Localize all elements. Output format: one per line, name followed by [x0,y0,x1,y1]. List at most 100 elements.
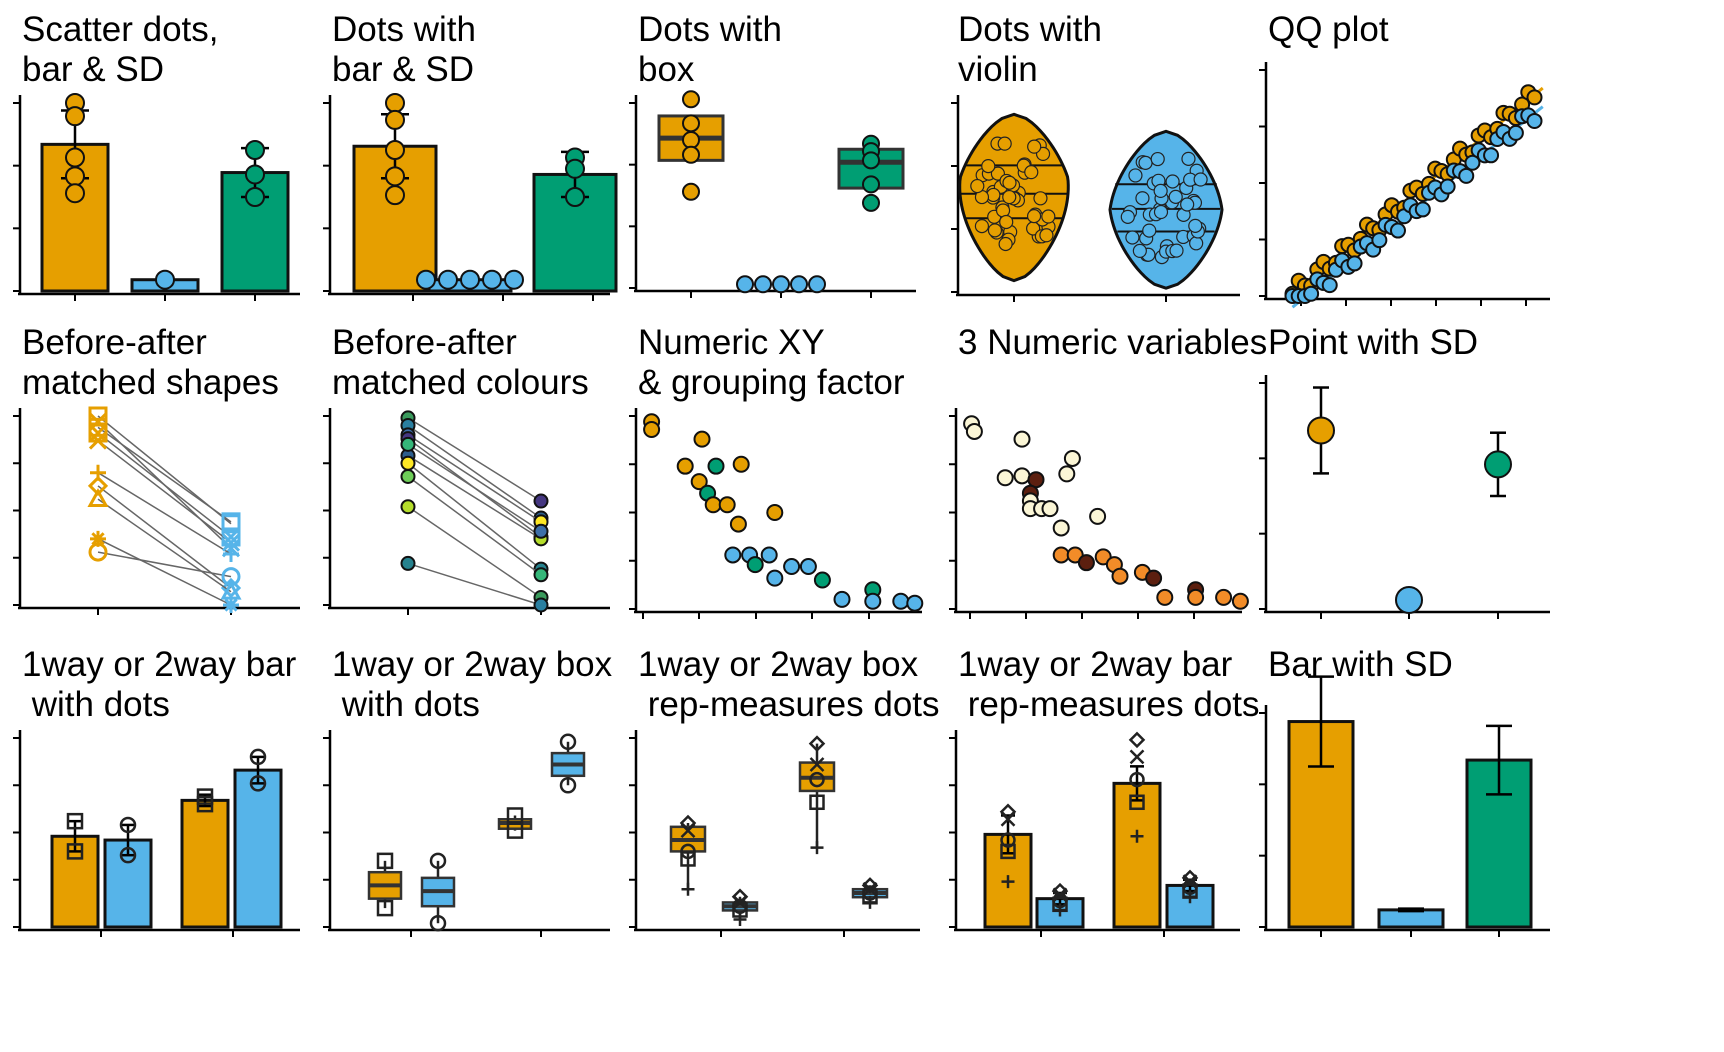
data-point [400,436,416,452]
x-marker [809,757,825,772]
data-point [707,457,725,475]
asterisk-marker [90,530,106,547]
data-point [1346,255,1363,272]
data-point [385,166,405,187]
data-point [65,106,85,127]
data-point [986,187,1001,203]
data-point [385,140,405,160]
plus-marker [863,895,877,909]
data-point [1507,124,1524,141]
mean-point [1484,450,1512,479]
pair-line [407,455,542,540]
chart-canvas [629,408,924,619]
square-marker [809,794,825,811]
data-point [533,597,549,613]
data-point [65,183,85,204]
data-point [1033,191,1048,206]
data-point [1153,204,1169,220]
chart-canvas [13,93,300,301]
square-marker [376,852,394,870]
chart-panel: Bar with SD [1246,635,1590,986]
data-point [833,590,851,608]
chart-panel: QQ plot [1246,0,1590,351]
data-point [1041,500,1059,518]
circle-marker [559,777,577,794]
data-point [729,515,747,533]
data-point [1187,588,1205,606]
data-point [690,473,708,491]
plus-marker [1001,875,1015,889]
pair-line [407,475,542,576]
chart-panel: 1way or 2way box with dots [310,635,654,986]
bar [233,768,283,929]
data-point [1188,218,1203,233]
data-point [1193,172,1208,187]
data-point [808,275,826,294]
data-point [693,430,711,448]
data-point [533,523,549,539]
data-point [996,469,1014,487]
data-point [862,193,880,212]
data-point [533,567,549,583]
data-point [565,187,585,207]
data-point [245,140,265,160]
data-point [460,269,480,290]
pair-line [97,538,232,606]
data-point [1125,230,1140,245]
data-point [987,223,1003,238]
plus-marker [1183,890,1197,904]
data-point [1150,151,1165,167]
data-point [1153,183,1168,199]
square-marker [66,812,84,830]
data-point [676,457,694,475]
data-point [1013,467,1031,485]
pair-line [97,498,232,593]
data-point [790,275,808,294]
chart-title: Dots with violin [958,10,1102,89]
data-point [718,496,736,514]
pair-line [97,439,232,544]
circle-marker [429,914,447,932]
data-point [1138,155,1153,170]
bar [1377,908,1445,929]
data-point [1077,554,1095,572]
data-point [766,504,784,521]
square-marker [66,843,84,860]
chart-title: 1way or 2way box rep-measures dots [638,645,940,724]
data-point [783,558,801,576]
data-point [1215,588,1233,606]
data-point [482,269,502,290]
chart-canvas [323,408,610,615]
pair-line [407,506,542,599]
chart-canvas [629,730,920,937]
data-point [1321,277,1338,294]
chart-panel: Point with SD [1246,313,1590,664]
chart-title: Bar with SD [1268,645,1453,684]
chart-title: Scatter dots, bar & SD [22,10,219,89]
triangle-marker [87,488,109,508]
square-marker [1129,794,1145,811]
pair-line [407,417,542,502]
data-point [1165,174,1180,189]
circle-marker [1000,832,1016,848]
data-point [504,269,524,290]
circle-marker [1129,771,1145,788]
chart-title: Dots with bar & SD [332,10,476,89]
square-x-lines [221,527,241,547]
data-point [245,187,265,207]
data-point [245,164,265,185]
data-point [682,182,700,201]
bar [220,171,290,293]
data-point [736,275,754,294]
data-point [1414,201,1431,218]
data-point [682,131,700,149]
data-point [1303,285,1320,302]
data-point [1058,465,1076,483]
data-point [682,114,700,133]
diamond-marker [1128,731,1146,749]
chart-title: Dots with box [638,10,782,89]
plus-marker [1053,903,1067,917]
chart-title: Before-after matched shapes [22,323,279,402]
data-point [754,275,772,294]
